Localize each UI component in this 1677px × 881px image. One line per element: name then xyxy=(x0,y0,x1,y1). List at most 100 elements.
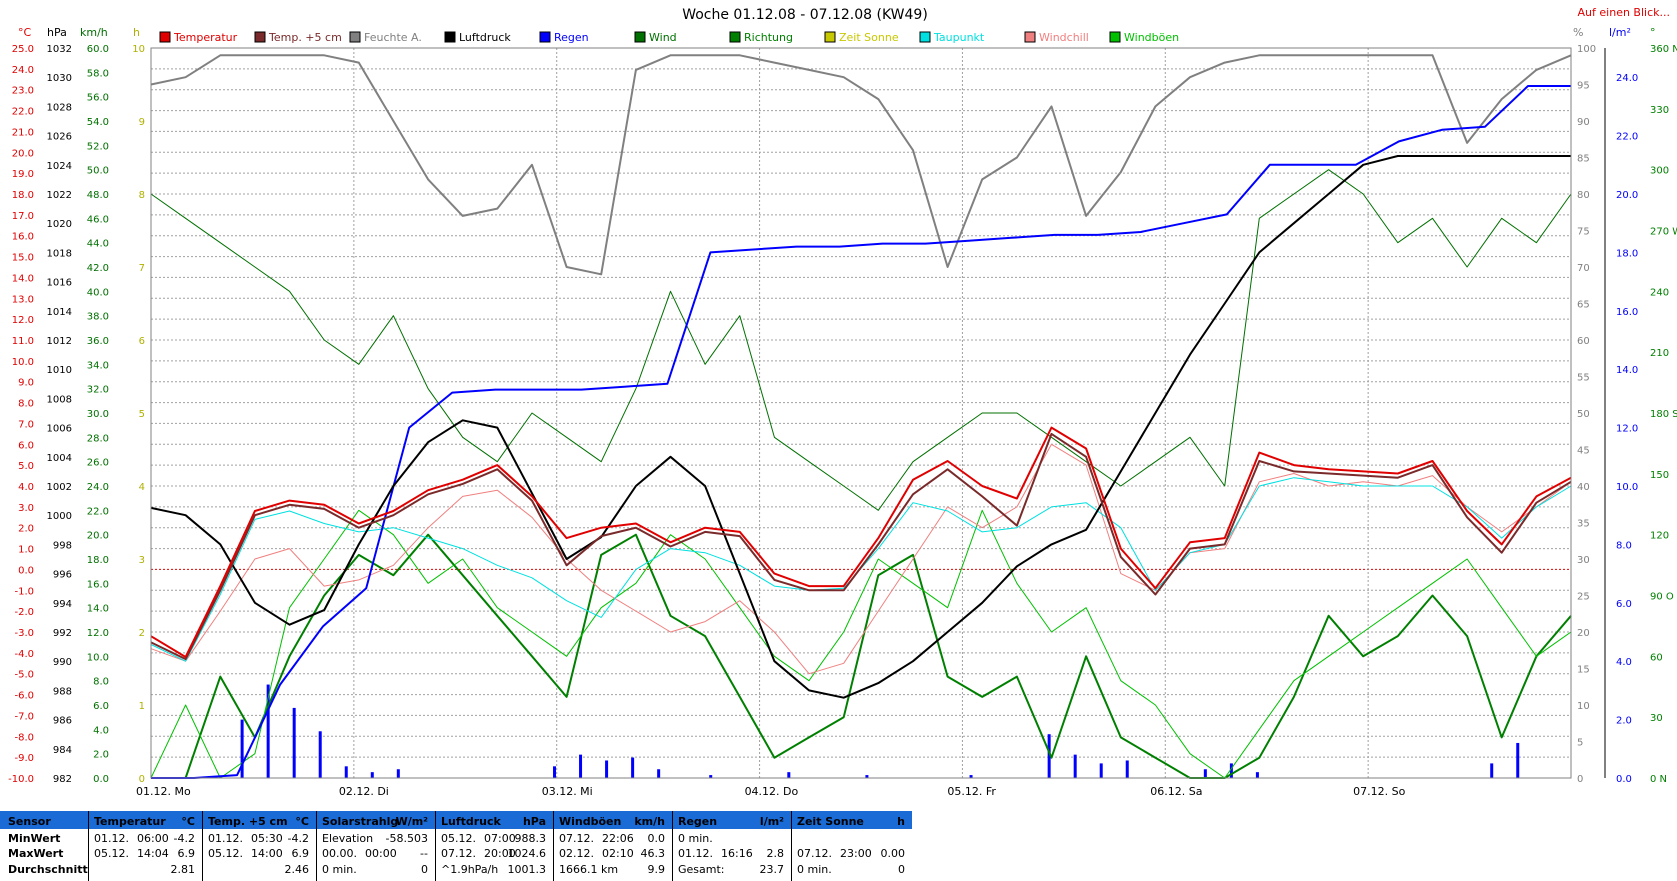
wind-tick-label: 44.0 xyxy=(87,239,109,250)
temp-tick-label: -6.0 xyxy=(14,691,34,702)
rain-tick-label: 6.0 xyxy=(1616,599,1632,610)
stats-value: 2.46 xyxy=(284,863,310,876)
stats-col-unit: km/h xyxy=(634,815,665,828)
temp-tick-label: -2.0 xyxy=(14,607,34,618)
legend-swatch xyxy=(824,31,836,43)
wind-tick-label: 0.0 xyxy=(93,774,109,785)
pressure-tick-label: 1032 xyxy=(47,44,72,55)
stats-date: 05.12. xyxy=(208,847,243,860)
stats-label: 1666.1 km xyxy=(559,863,619,876)
pressure-tick-label: 1010 xyxy=(47,365,72,376)
pressure-tick-label: 1022 xyxy=(47,190,72,201)
wind-tick-label: 40.0 xyxy=(87,287,109,298)
wind-tick-label: 50.0 xyxy=(87,166,109,177)
stats-divider xyxy=(88,811,89,881)
temp-tick-label: 20.0 xyxy=(12,148,34,159)
rain-tick-label: 18.0 xyxy=(1616,248,1638,259)
wind-tick-label: 32.0 xyxy=(87,385,109,396)
pressure-tick-label: 1012 xyxy=(47,336,72,347)
direction-tick-label: 330 xyxy=(1650,105,1669,116)
legend-label: Windböen xyxy=(1124,31,1179,44)
rain-bar xyxy=(553,766,557,778)
temp-tick-label: 12.0 xyxy=(12,315,34,326)
day-label: 01.12. Mo xyxy=(136,785,191,798)
series-line-feuchte-a xyxy=(150,54,1572,276)
rain-bar xyxy=(344,766,348,778)
temp-tick-label: 18.0 xyxy=(12,190,34,201)
rain-bar xyxy=(318,731,322,778)
stats-divider xyxy=(202,811,203,881)
overview-link[interactable]: Auf einen Blick... xyxy=(1578,6,1670,19)
legend-swatch xyxy=(729,31,741,43)
stats-divider xyxy=(672,811,673,881)
pressure-tick-label: 984 xyxy=(53,745,72,756)
stats-date: 05.12. xyxy=(94,847,129,860)
stats-label: ^1.9hPa/h xyxy=(441,863,499,876)
humidity-tick-label: 30 xyxy=(1577,555,1590,566)
temp-tick-label: 3.0 xyxy=(18,503,34,514)
temp-tick-label: 25.0 xyxy=(12,44,34,55)
legend-label: Zeit Sonne xyxy=(839,31,899,44)
x-axis-labels: 01.12. Mo 02.12. Di 03.12. Mi 04.12. Do 05.1… xyxy=(136,785,1406,798)
rain-bar xyxy=(1203,769,1207,778)
wind-tick-label: 22.0 xyxy=(87,506,109,517)
stats-divider xyxy=(553,811,554,881)
legend-swatch xyxy=(159,31,171,43)
series-line-luftdruck xyxy=(150,155,1571,699)
pressure-tick-label: 1026 xyxy=(47,132,72,143)
rain-bar xyxy=(370,772,374,778)
sun-tick-label: 1 xyxy=(139,701,145,712)
temp-tick-label: -5.0 xyxy=(14,670,34,681)
stats-date: 01.12. xyxy=(94,832,129,845)
stats-label: Elevation xyxy=(322,832,374,845)
sun-tick-label: 8 xyxy=(139,190,145,201)
pressure-tick-label: 1016 xyxy=(47,278,72,289)
stats-divider xyxy=(435,811,436,881)
stats-time: 14:04 xyxy=(137,847,169,860)
sun-tick-label: 3 xyxy=(139,555,145,566)
direction-tick-label: 120 xyxy=(1650,531,1669,542)
pressure-tick-label: 988 xyxy=(53,686,72,697)
sun-tick-label: 4 xyxy=(139,482,145,493)
humidity-tick-label: 5 xyxy=(1577,738,1583,749)
humidity-tick-label: 85 xyxy=(1577,154,1590,165)
stats-col-title: Solarstrahlg xyxy=(322,815,399,828)
humidity-axis-unit: % xyxy=(1573,26,1583,39)
legend-label: Richtung xyxy=(744,31,793,44)
stats-col-solar xyxy=(317,811,435,881)
wind-tick-label: 2.0 xyxy=(93,750,109,761)
wind-tick-label: 52.0 xyxy=(87,141,109,152)
axis-ticks: -10.0 -9.0 -8.0 -7.0 -6.0 -5.0 -4.0 -3.0 -2.0 -1.… xyxy=(8,44,1677,785)
temp-tick-label: -8.0 xyxy=(14,732,34,743)
wind-tick-label: 38.0 xyxy=(87,312,109,323)
wind-axis-unit: km/h xyxy=(80,26,108,39)
series-line-regen xyxy=(151,85,1571,779)
temp-tick-label: 1.0 xyxy=(18,545,34,556)
sun-tick-label: 10 xyxy=(132,44,145,55)
wind-tick-label: 60.0 xyxy=(87,44,109,55)
legend-label: Feuchte A. xyxy=(364,31,422,44)
rain-bar xyxy=(292,707,296,778)
rain-bar xyxy=(969,775,973,778)
rain-bar xyxy=(1099,763,1103,778)
legend-label: Temp. +5 cm xyxy=(268,31,342,44)
rain-bar xyxy=(266,684,270,778)
stats-value: -4.2 xyxy=(287,832,309,845)
temp-tick-label: -4.0 xyxy=(14,649,34,660)
wind-tick-label: 30.0 xyxy=(87,409,109,420)
pressure-tick-label: 1018 xyxy=(47,248,72,259)
stats-time: 23:00 xyxy=(840,847,872,860)
stats-col-unit: h xyxy=(897,815,905,828)
rain-tick-label: 2.0 xyxy=(1616,716,1632,727)
stats-value: 0.0 xyxy=(647,832,666,845)
stats-date: 05.12. xyxy=(441,832,476,845)
pressure-tick-label: 1024 xyxy=(47,161,72,172)
rain-bars xyxy=(240,684,1520,778)
temp-tick-label: 5.0 xyxy=(18,461,34,472)
humidity-tick-label: 50 xyxy=(1577,409,1590,420)
series-line-windb-en xyxy=(150,509,1572,779)
stats-date: 02.12. xyxy=(559,847,594,860)
direction-tick-label: 150 xyxy=(1650,470,1669,481)
stats-date: 00.00. xyxy=(322,847,357,860)
direction-tick-label: 90 O xyxy=(1650,592,1674,603)
